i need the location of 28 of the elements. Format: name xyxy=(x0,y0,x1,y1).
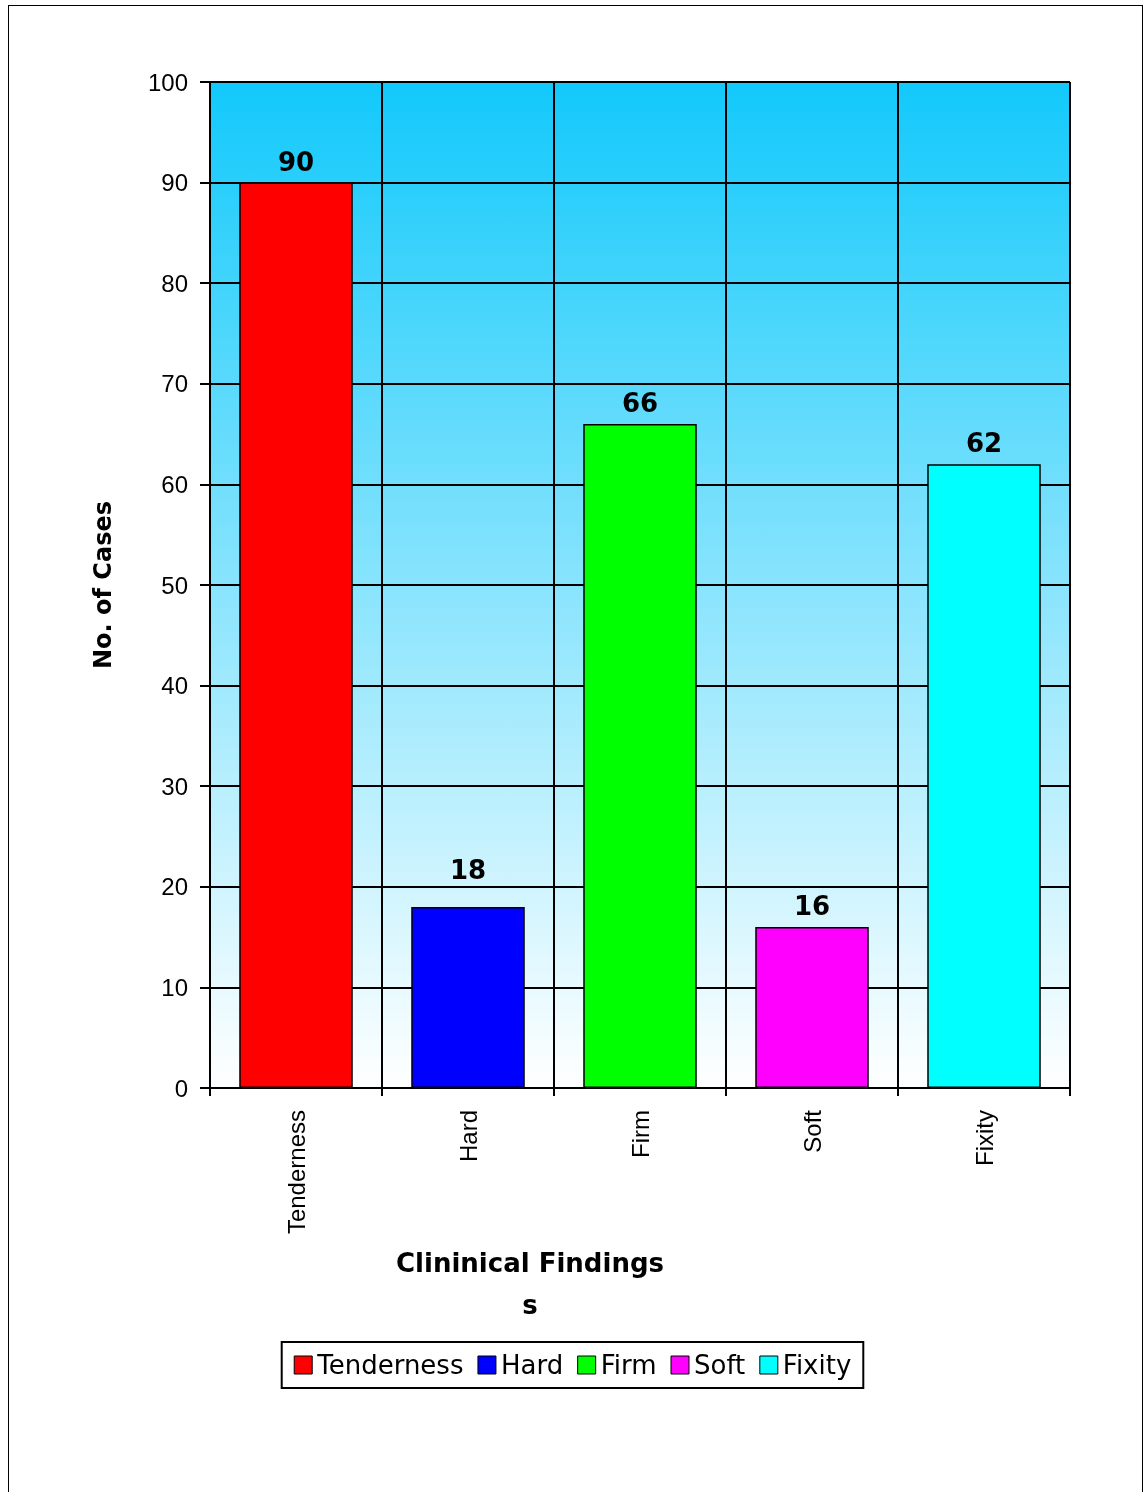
data-label: 62 xyxy=(965,428,1003,459)
data-label: 90 xyxy=(277,146,315,177)
x-tick-label: Fixity xyxy=(970,1110,998,1166)
data-label: 16 xyxy=(793,891,831,922)
legend-label: Soft xyxy=(694,1350,746,1380)
y-tick-label: 10 xyxy=(161,973,188,1001)
legend-label: Hard xyxy=(500,1350,564,1380)
y-tick-label: 40 xyxy=(161,672,188,700)
x-tick-label: Tenderness xyxy=(282,1110,310,1235)
y-tick-label: 70 xyxy=(161,370,188,398)
y-tick-label: 50 xyxy=(161,571,188,599)
x-tick-label: Hard xyxy=(454,1110,482,1163)
y-tick-label: 20 xyxy=(161,873,188,901)
y-tick-label: 0 xyxy=(174,1074,188,1102)
y-tick-label: 100 xyxy=(147,68,188,96)
y-tick-label: 80 xyxy=(161,269,188,297)
y-tick-label: 60 xyxy=(161,470,188,498)
y-tick-label: 30 xyxy=(161,772,188,800)
data-label: 18 xyxy=(449,854,487,885)
y-tick-label: 90 xyxy=(161,169,188,197)
data-label: 66 xyxy=(621,388,659,419)
x-axis-title: Clininical Findings s xyxy=(396,1247,664,1320)
legend-label: Tenderness xyxy=(316,1350,464,1380)
x-tick-label: Soft xyxy=(798,1109,826,1153)
legend-label: Fixity xyxy=(782,1350,852,1380)
legend-label: Firm xyxy=(600,1350,657,1380)
x-tick-label: Firm xyxy=(626,1110,654,1158)
y-axis-title: No. of Cases xyxy=(89,501,117,669)
